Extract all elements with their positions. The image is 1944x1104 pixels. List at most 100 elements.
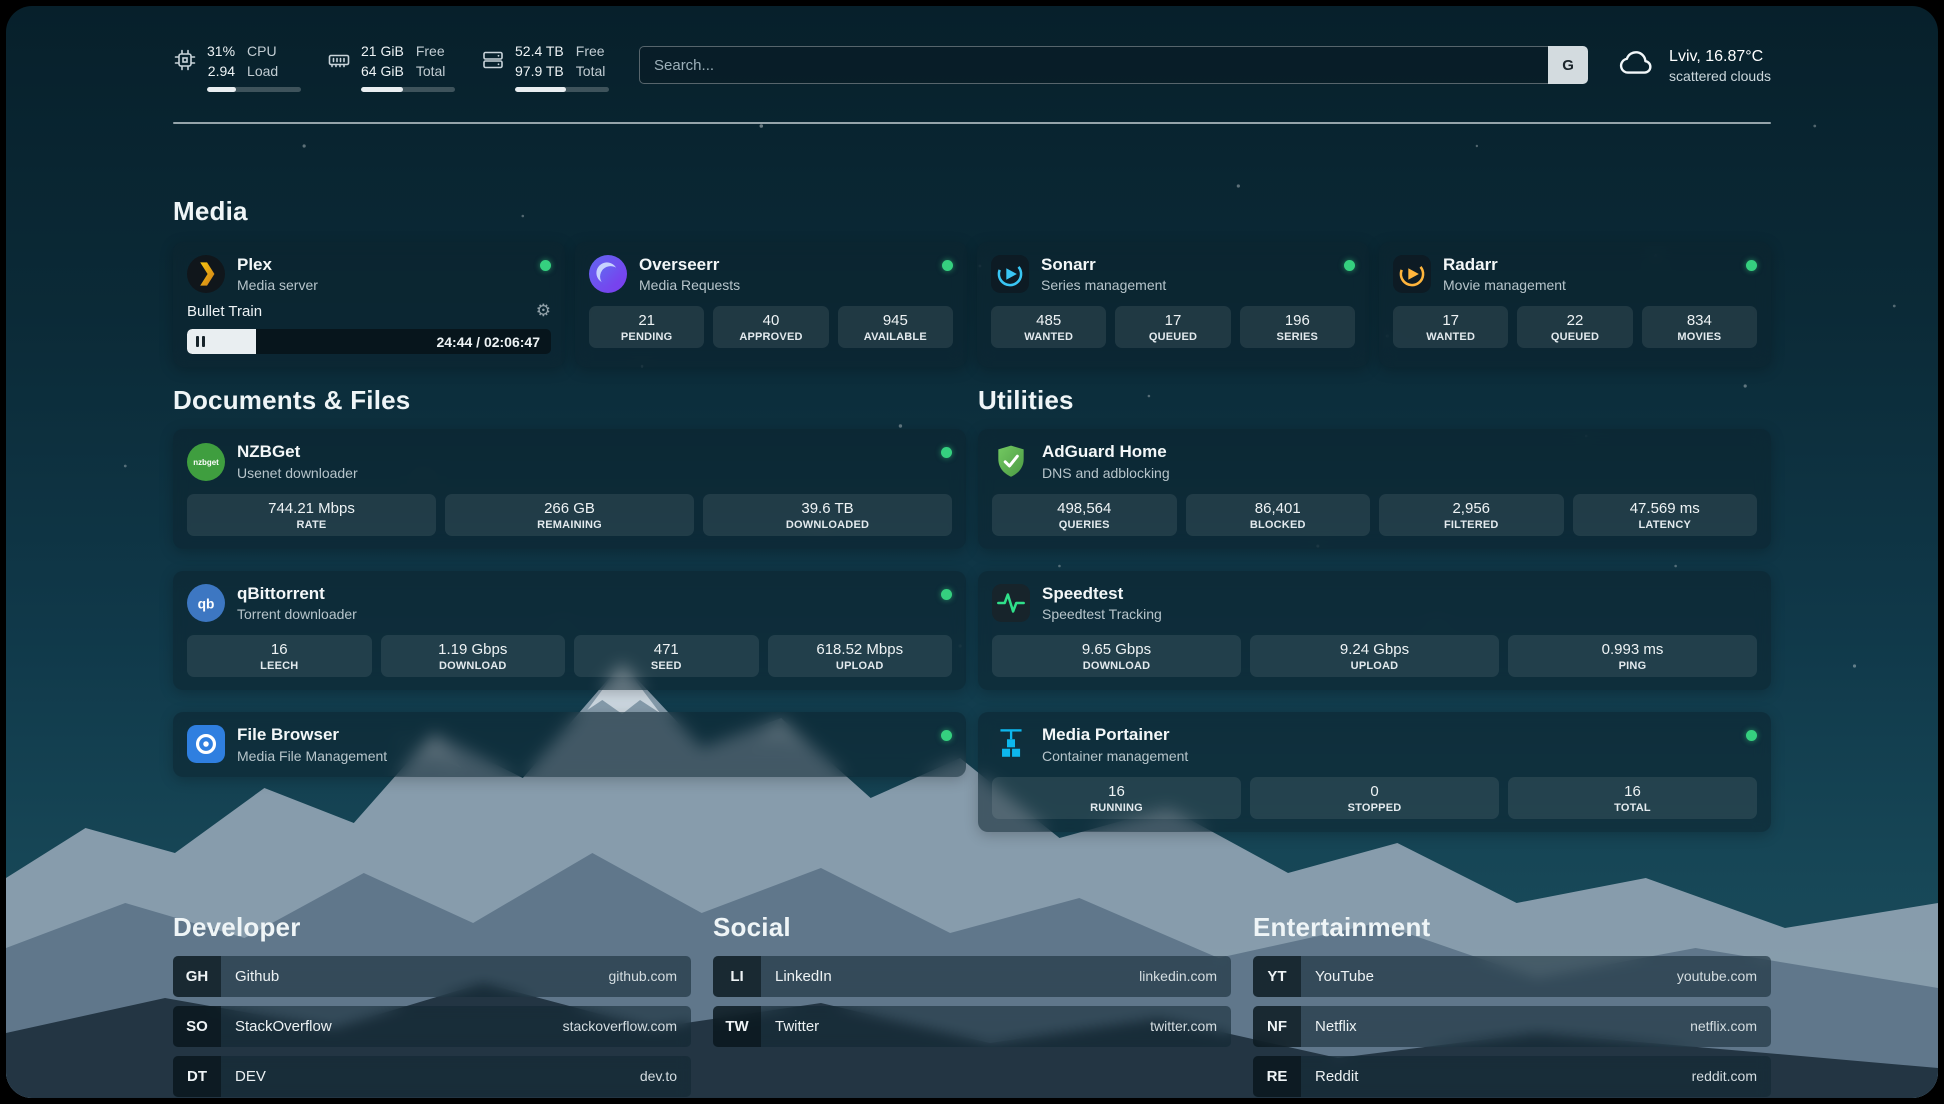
svg-text:qb: qb bbox=[198, 596, 215, 611]
filebrowser-icon bbox=[187, 725, 225, 764]
app-card-overseerr[interactable]: Overseerr Media Requests 21 PENDING 40 A… bbox=[575, 242, 967, 368]
search-bar: G bbox=[639, 46, 1589, 84]
stat-tile: 2,956 FILTERED bbox=[1379, 493, 1564, 536]
status-online-dot bbox=[1746, 730, 1757, 742]
bookmark-abbr: NF bbox=[1253, 1005, 1301, 1047]
stat-tile: 471 SEED bbox=[574, 635, 759, 678]
app-title: Overseerr bbox=[639, 255, 720, 274]
stat-tile: 21 PENDING bbox=[589, 306, 705, 349]
stat-tile: 40 APPROVED bbox=[713, 306, 829, 349]
app-card-qbittorrent[interactable]: qb qBittorrent Torrent downloader bbox=[173, 570, 966, 691]
bookmark-abbr: RE bbox=[1253, 1055, 1301, 1097]
bookmark-url: stackoverflow.com bbox=[562, 1018, 677, 1035]
bookmark-dev[interactable]: DT DEV dev.to bbox=[173, 1055, 691, 1097]
disk-widget: 52.4 TB 97.9 TB Free Total bbox=[481, 42, 609, 93]
app-card-plex[interactable]: Plex Media server Bullet Train ⚙ 24:44 bbox=[173, 242, 565, 368]
section-title-utilities: Utilities bbox=[978, 385, 1074, 416]
search-input[interactable] bbox=[639, 46, 1549, 84]
cpu-progress-fill bbox=[207, 87, 237, 93]
status-online-dot bbox=[1344, 260, 1355, 271]
cpu-usage-label: CPU bbox=[247, 43, 277, 59]
stat-tile: 16 LEECH bbox=[187, 635, 372, 678]
app-subtitle: DNS and adblocking bbox=[1042, 464, 1170, 481]
bookmark-url: dev.to bbox=[639, 1068, 677, 1085]
bookmark-url: linkedin.com bbox=[1139, 968, 1217, 985]
app-card-adguard[interactable]: AdGuard Home DNS and adblocking 498,564 … bbox=[978, 429, 1771, 549]
app-subtitle: Movie management bbox=[1443, 277, 1566, 294]
cpu-progress-track bbox=[207, 87, 301, 93]
status-online-dot bbox=[941, 447, 952, 459]
stat-tile: 196 SERIES bbox=[1239, 306, 1355, 349]
bookmark-reddit[interactable]: RE Reddit reddit.com bbox=[1253, 1055, 1771, 1097]
stat-tile: 39.6 TB DOWNLOADED bbox=[703, 493, 952, 536]
section-title-documents: Documents & Files bbox=[173, 385, 411, 416]
bookmark-github[interactable]: GH Github github.com bbox=[173, 955, 691, 997]
cpu-load-label: Load bbox=[247, 62, 279, 79]
bookmark-url: reddit.com bbox=[1691, 1068, 1757, 1085]
topbar: 31% 2.94 CPU Load bbox=[173, 42, 1771, 104]
cpu-usage-value: 31% bbox=[207, 43, 236, 59]
bookmark-abbr: YT bbox=[1253, 955, 1301, 997]
bookmark-linkedin[interactable]: LI LinkedIn linkedin.com bbox=[713, 955, 1231, 997]
stat-tile: 945 AVAILABLE bbox=[837, 306, 953, 349]
app-title: File Browser bbox=[237, 725, 340, 745]
svg-text:nzbget: nzbget bbox=[193, 458, 219, 467]
search-engine-button[interactable]: G bbox=[1548, 46, 1589, 84]
section-social: Social LI LinkedIn linkedin.com TW Twitt… bbox=[713, 912, 1231, 1097]
now-playing-title: Bullet Train bbox=[187, 302, 263, 320]
plex-icon bbox=[187, 255, 225, 294]
app-subtitle: Media File Management bbox=[237, 747, 388, 764]
bookmark-stackoverflow[interactable]: SO StackOverflow stackoverflow.com bbox=[173, 1005, 691, 1047]
bookmark-name: StackOverflow bbox=[235, 1017, 332, 1035]
stat-tile: 266 GB REMAINING bbox=[445, 493, 694, 536]
stat-tile: 498,564 QUERIES bbox=[992, 493, 1177, 536]
disk-free-value: 52.4 TB bbox=[515, 43, 564, 59]
disk-free-label: Free bbox=[575, 43, 605, 59]
section-title-entertainment: Entertainment bbox=[1253, 911, 1431, 942]
bookmark-abbr: LI bbox=[713, 955, 761, 997]
status-online-dot bbox=[941, 588, 952, 600]
app-card-radarr[interactable]: Radarr Movie management 17 WANTED 22 QUE… bbox=[1379, 242, 1771, 368]
gear-icon[interactable]: ⚙ bbox=[535, 300, 551, 321]
bookmark-name: LinkedIn bbox=[775, 967, 832, 985]
stat-tile: 9.24 Gbps UPLOAD bbox=[1250, 635, 1499, 678]
cpu-load-value: 2.94 bbox=[207, 62, 236, 79]
pause-icon[interactable] bbox=[196, 336, 205, 348]
ram-memory-icon bbox=[327, 42, 351, 92]
cloud-icon bbox=[1618, 44, 1656, 87]
app-subtitle: Speedtest Tracking bbox=[1042, 606, 1162, 623]
app-card-sonarr[interactable]: Sonarr Series management 485 WANTED 17 Q… bbox=[977, 242, 1369, 368]
status-online-dot bbox=[540, 260, 551, 271]
bookmark-netflix[interactable]: NF Netflix netflix.com bbox=[1253, 1005, 1771, 1047]
app-title: AdGuard Home bbox=[1042, 442, 1167, 462]
app-subtitle: Series management bbox=[1041, 277, 1167, 294]
speedtest-pulse-icon bbox=[992, 583, 1030, 622]
portainer-crane-icon bbox=[992, 725, 1030, 763]
system-stats: 31% 2.94 CPU Load bbox=[173, 42, 609, 93]
section-title-media: Media bbox=[173, 196, 248, 226]
app-card-speedtest[interactable]: Speedtest Speedtest Tracking 9.65 Gbps D… bbox=[978, 570, 1771, 691]
playback-progress-bar[interactable]: 24:44 / 02:06:47 bbox=[187, 329, 551, 355]
weather-widget[interactable]: Lviv, 16.87°C scattered clouds bbox=[1618, 44, 1771, 87]
bookmark-twitter[interactable]: TW Twitter twitter.com bbox=[713, 1005, 1231, 1047]
status-online-dot bbox=[941, 730, 952, 742]
section-documents: Documents & Files nzbget bbox=[173, 385, 966, 831]
app-subtitle: Usenet downloader bbox=[237, 464, 358, 481]
app-subtitle: Torrent downloader bbox=[237, 606, 357, 623]
sonarr-icon bbox=[991, 255, 1029, 294]
nzbget-icon: nzbget bbox=[187, 442, 225, 481]
app-card-nzbget[interactable]: nzbget NZBGet Usenet downloader 74 bbox=[173, 429, 966, 549]
bookmark-abbr: GH bbox=[173, 955, 221, 997]
bookmark-youtube[interactable]: YT YouTube youtube.com bbox=[1253, 955, 1771, 997]
app-card-portainer[interactable]: Media Portainer Container management 16 … bbox=[978, 712, 1771, 832]
app-title: Sonarr bbox=[1041, 255, 1096, 274]
section-utilities: Utilities bbox=[978, 385, 1771, 832]
stat-tile: 16 RUNNING bbox=[992, 776, 1241, 819]
app-card-filebrowser[interactable]: File Browser Media File Management bbox=[173, 712, 966, 777]
weather-condition: scattered clouds bbox=[1669, 67, 1771, 84]
stat-tile: 17 QUEUED bbox=[1115, 306, 1231, 349]
ram-free-value: 21 GiB bbox=[361, 43, 404, 59]
ram-total-label: Total bbox=[415, 62, 446, 79]
section-media: Media Plex bbox=[173, 196, 1771, 368]
stat-tile: 834 MOVIES bbox=[1641, 306, 1757, 349]
